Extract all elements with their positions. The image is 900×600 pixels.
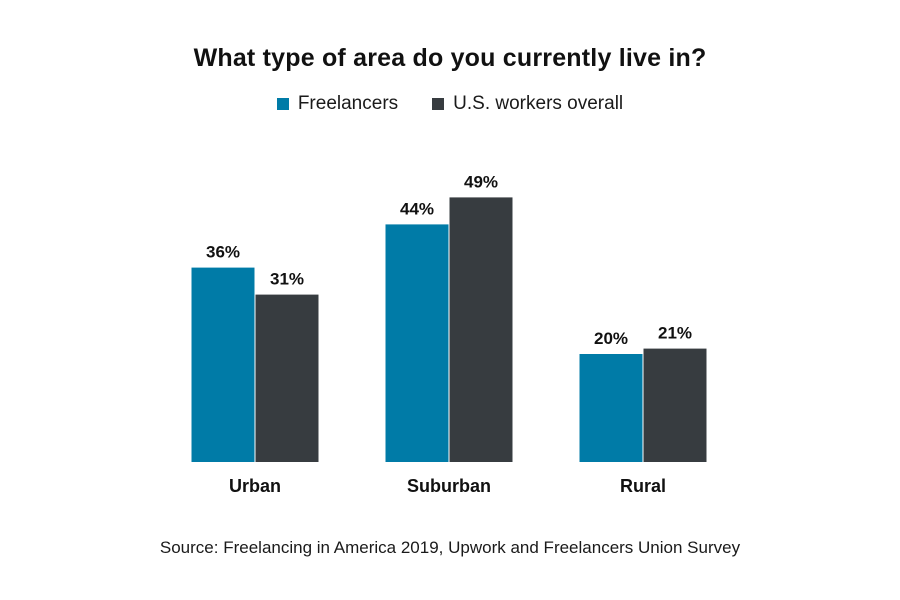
chart-legend: Freelancers U.S. workers overall — [0, 93, 900, 115]
chart-title: What type of area do you currently live … — [193, 44, 707, 72]
legend-label-us-workers: U.S. workers overall — [453, 93, 624, 114]
bar-suburban-u-s-workers-overall — [449, 197, 513, 462]
source-text: Freelancing in America 2019, Upwork and … — [223, 538, 741, 557]
category-label-rural: Rural — [620, 476, 666, 496]
value-label-suburban-freelancers: 44% — [400, 199, 434, 218]
value-label-urban-freelancers: 36% — [206, 243, 240, 262]
bar-urban-freelancers — [191, 267, 255, 462]
value-label-rural-freelancers: 20% — [594, 329, 628, 348]
legend-item-us-workers: U.S. workers overall — [432, 93, 623, 115]
bar-urban-u-s-workers-overall — [255, 294, 319, 462]
value-label-suburban-u-s-workers-overall: 49% — [464, 172, 498, 191]
bar-rural-u-s-workers-overall — [643, 348, 707, 462]
legend-swatch-freelancers — [276, 98, 289, 110]
value-label-urban-u-s-workers-overall: 31% — [270, 270, 304, 289]
bar-rural-freelancers — [579, 354, 643, 462]
legend-label-freelancers: Freelancers — [297, 93, 399, 114]
value-label-rural-u-s-workers-overall: 21% — [658, 324, 692, 343]
source-note: Source: Freelancing in America 2019, Upw… — [0, 538, 900, 558]
category-label-urban: Urban — [229, 476, 281, 496]
source-prefix: Source: — [159, 538, 219, 557]
legend-swatch-us-workers — [432, 98, 445, 110]
bar-suburban-freelancers — [385, 224, 449, 462]
legend-item-freelancers: Freelancers — [276, 93, 399, 115]
category-label-suburban: Suburban — [407, 476, 491, 496]
